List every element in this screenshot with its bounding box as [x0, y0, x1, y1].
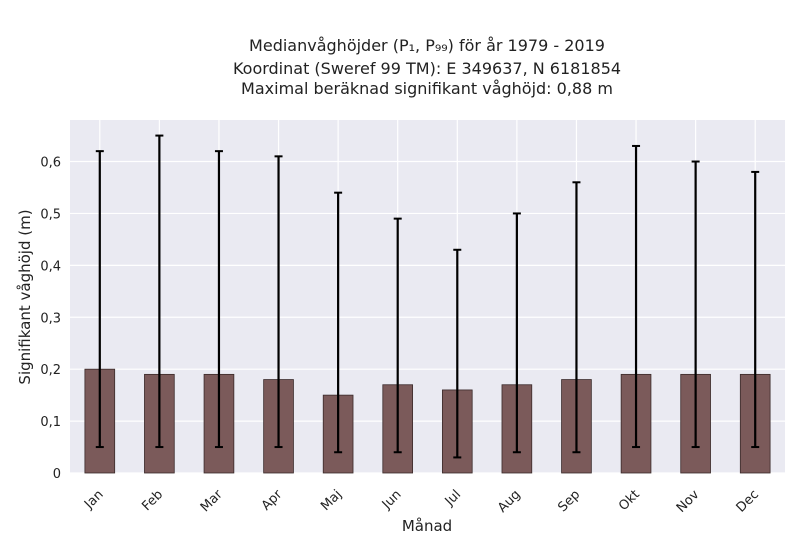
y-axis-label: Signifikant våghöjd (m)	[16, 209, 34, 384]
y-tick-label: 0,1	[40, 415, 61, 430]
x-tick-label: Feb	[139, 487, 166, 514]
plot-area	[70, 120, 785, 473]
x-tick-label: Aug	[495, 487, 524, 516]
error-bars	[95, 134, 760, 459]
x-tick-label: Sep	[555, 487, 583, 515]
x-tick-label: Okt	[616, 487, 643, 514]
y-tick-label: 0	[53, 467, 61, 482]
x-axis-label: Månad	[402, 517, 452, 535]
x-tick-label: Mar	[198, 487, 226, 515]
y-tick-label: 0,2	[40, 363, 61, 378]
title-line-3: Maximal beräknad signifikant våghöjd: 0,…	[241, 79, 613, 98]
y-tick-label: 0,6	[40, 156, 61, 171]
chart-title: Medianvåghöjder (P₁, P₉₉) för år 1979 - …	[233, 36, 621, 98]
y-tick-label: 0,3	[40, 311, 61, 326]
x-tick-label: Dec	[734, 487, 762, 515]
x-tick-label: Nov	[674, 487, 703, 516]
y-tick-labels: 0 0,1 0,2 0,3 0,4 0,5 0,6	[40, 156, 61, 482]
x-tick-label: Jan	[81, 487, 106, 512]
x-tick-label: Apr	[259, 487, 286, 514]
x-tick-label: Jul	[442, 487, 464, 509]
y-tick-label: 0,4	[40, 259, 61, 274]
title-line-2: Koordinat (Sweref 99 TM): E 349637, N 61…	[233, 59, 621, 78]
x-tick-labels: Jan Feb Mar Apr Maj Jun Jul Aug Sep Okt Nov Dec	[81, 487, 762, 516]
x-tick-label: Jun	[379, 487, 405, 513]
y-tick-label: 0,5	[40, 207, 61, 222]
x-tick-label: Maj	[318, 487, 345, 514]
title-line-1: Medianvåghöjder (P₁, P₉₉) för år 1979 - …	[249, 36, 605, 55]
